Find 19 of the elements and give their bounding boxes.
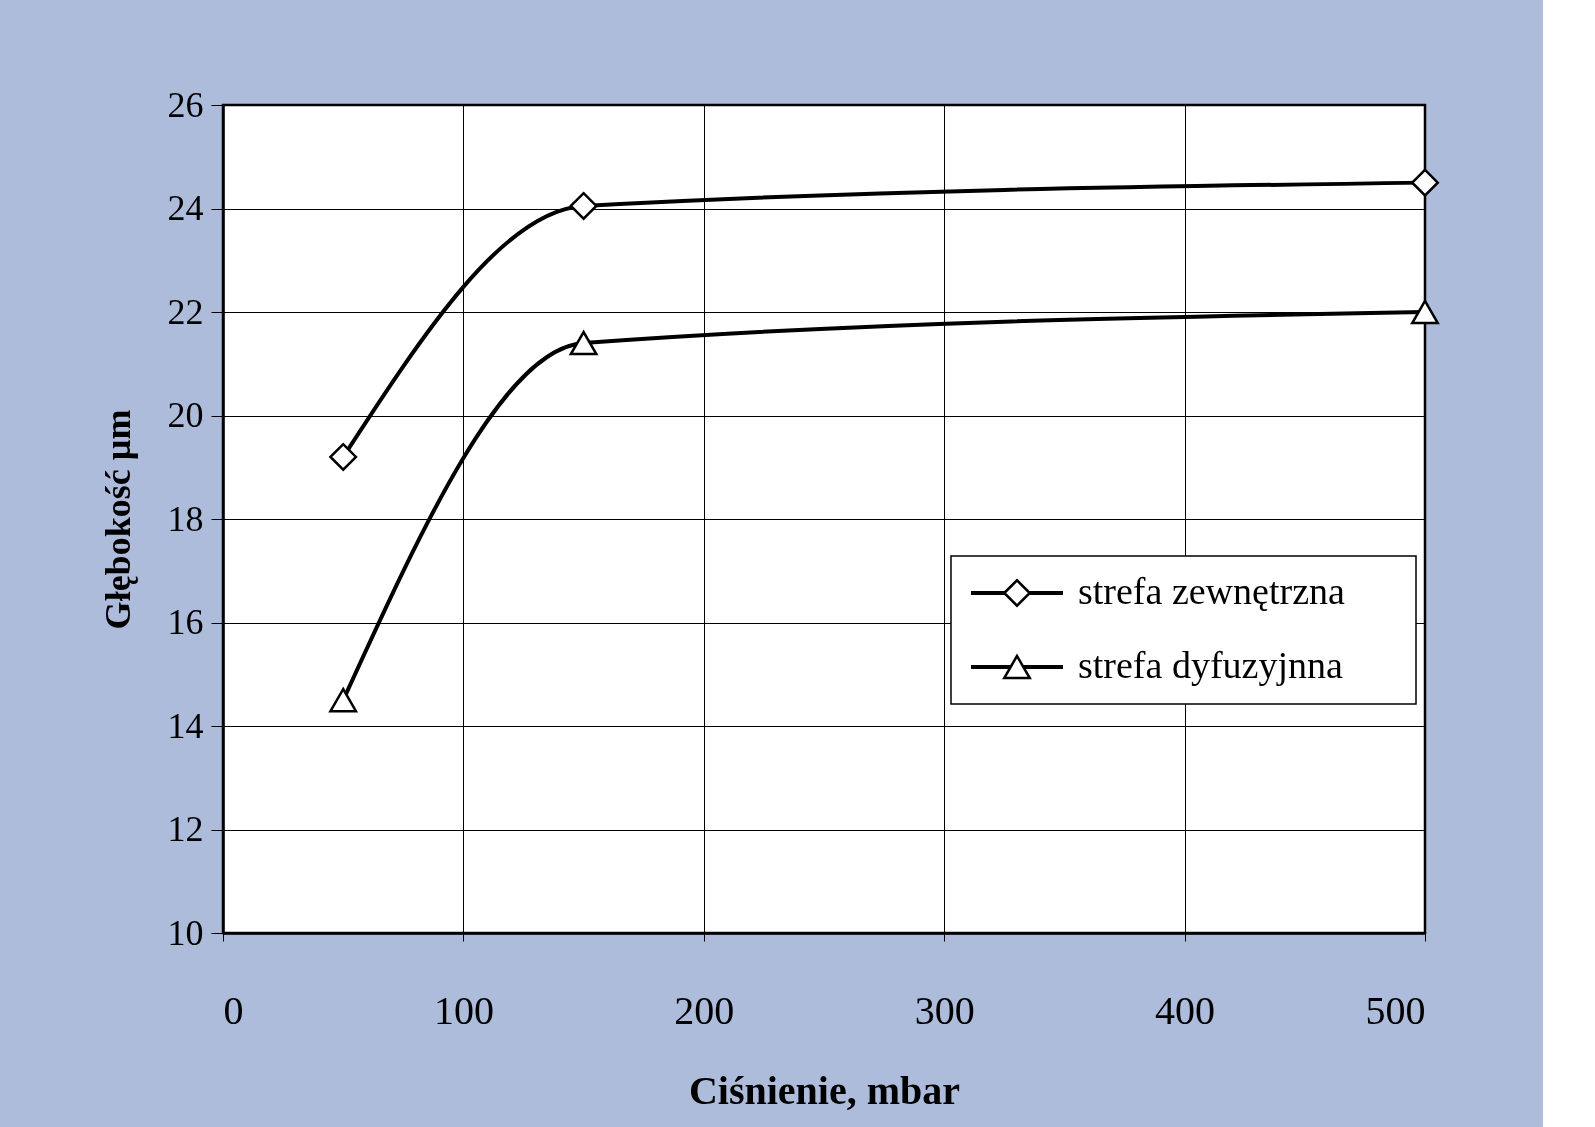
x-tick-label: 500 <box>1365 987 1426 1033</box>
x-tick-label: 300 <box>914 987 975 1033</box>
y-axis-title: Głębokość µm <box>97 409 138 630</box>
y-tick-label: 16 <box>167 602 204 642</box>
y-tick-label: 12 <box>167 809 204 849</box>
legend-label: strefa zewnętrzna <box>1078 570 1346 612</box>
y-tick-label: 24 <box>167 188 204 228</box>
x-tick-label: 0 <box>223 987 244 1033</box>
y-tick-label: 20 <box>167 395 204 435</box>
y-tick-label: 10 <box>167 912 204 953</box>
legend-label: strefa dyfuzyjnna <box>1078 644 1343 686</box>
y-tick-label: 14 <box>167 705 204 746</box>
y-tick-label: 18 <box>167 498 204 539</box>
x-axis-title: Ciśnienie, mbar <box>688 1067 961 1113</box>
x-tick-label: 400 <box>1155 987 1216 1033</box>
y-tick-label: 26 <box>167 84 204 125</box>
x-tick-label: 200 <box>674 987 735 1033</box>
x-tick-label: 100 <box>433 987 494 1033</box>
y-tick-label: 22 <box>167 291 204 332</box>
